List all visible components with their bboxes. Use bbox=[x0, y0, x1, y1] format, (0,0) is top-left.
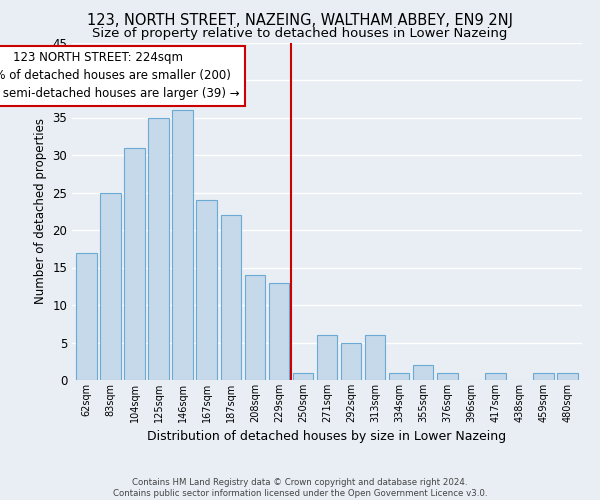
Bar bbox=[269, 282, 289, 380]
Bar bbox=[196, 200, 217, 380]
Bar bbox=[100, 192, 121, 380]
Bar bbox=[221, 215, 241, 380]
Text: Contains HM Land Registry data © Crown copyright and database right 2024.
Contai: Contains HM Land Registry data © Crown c… bbox=[113, 478, 487, 498]
Bar bbox=[365, 335, 385, 380]
Bar bbox=[389, 372, 409, 380]
Bar bbox=[124, 148, 145, 380]
Bar bbox=[245, 275, 265, 380]
Bar bbox=[413, 365, 433, 380]
Bar bbox=[172, 110, 193, 380]
Bar bbox=[148, 118, 169, 380]
Bar bbox=[485, 372, 506, 380]
Bar bbox=[317, 335, 337, 380]
Bar bbox=[76, 252, 97, 380]
Bar bbox=[557, 372, 578, 380]
Text: 123 NORTH STREET: 224sqm
← 83% of detached houses are smaller (200)
16% of semi-: 123 NORTH STREET: 224sqm ← 83% of detach… bbox=[0, 52, 239, 100]
X-axis label: Distribution of detached houses by size in Lower Nazeing: Distribution of detached houses by size … bbox=[148, 430, 506, 444]
Bar bbox=[293, 372, 313, 380]
Bar bbox=[533, 372, 554, 380]
Y-axis label: Number of detached properties: Number of detached properties bbox=[34, 118, 47, 304]
Text: Size of property relative to detached houses in Lower Nazeing: Size of property relative to detached ho… bbox=[92, 28, 508, 40]
Bar bbox=[437, 372, 458, 380]
Text: 123, NORTH STREET, NAZEING, WALTHAM ABBEY, EN9 2NJ: 123, NORTH STREET, NAZEING, WALTHAM ABBE… bbox=[87, 12, 513, 28]
Bar bbox=[341, 342, 361, 380]
